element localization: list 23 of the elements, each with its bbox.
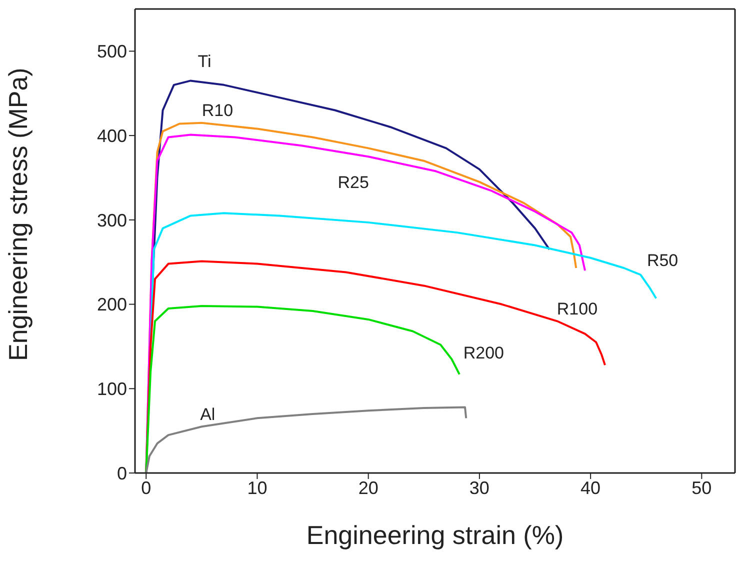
series-label: R50 bbox=[646, 251, 678, 270]
y-tick-label: 300 bbox=[96, 210, 127, 230]
series-label: Al bbox=[200, 405, 216, 424]
x-axis-title: Engineering strain (%) bbox=[306, 520, 564, 550]
x-tick-label: 50 bbox=[692, 478, 712, 498]
series-label: R100 bbox=[556, 300, 598, 319]
x-tick-label: 40 bbox=[580, 478, 601, 498]
x-tick-label: 20 bbox=[358, 478, 378, 498]
y-tick-label: 100 bbox=[96, 379, 127, 400]
y-tick-label: 200 bbox=[96, 294, 127, 315]
series-label: Ti bbox=[198, 52, 212, 72]
series-label: R10 bbox=[202, 101, 234, 120]
y-axis-title: Engineering stress (MPa) bbox=[3, 68, 34, 361]
series-label: R25 bbox=[338, 173, 369, 192]
y-tick-label: 0 bbox=[116, 463, 127, 484]
line-series bbox=[145, 406, 468, 473]
x-tick-label: 0 bbox=[141, 478, 152, 498]
series-label: R200 bbox=[463, 344, 504, 363]
line-series bbox=[145, 304, 460, 473]
y-tick-label: 400 bbox=[96, 126, 127, 146]
x-tick-label: 30 bbox=[469, 478, 490, 498]
y-tick-label: 500 bbox=[96, 42, 127, 62]
x-tick-label: 10 bbox=[247, 478, 268, 498]
